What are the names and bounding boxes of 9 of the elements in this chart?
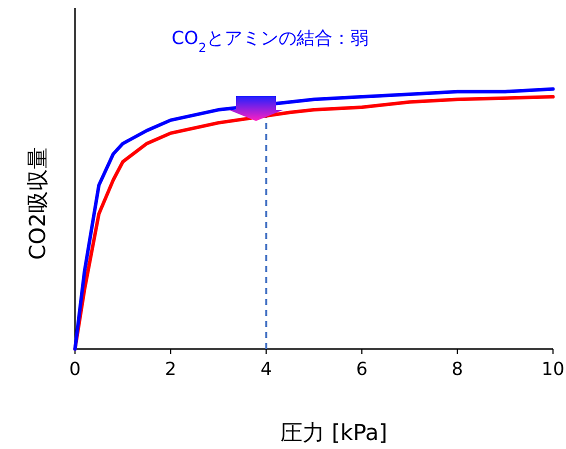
y-axis-title: CO2吸収量: [26, 147, 51, 260]
x-tick-label: 4: [260, 359, 272, 380]
x-tick-label: 8: [452, 359, 464, 380]
x-axis-title: 圧力 [kPa]: [280, 421, 388, 446]
x-tick-label: 6: [356, 359, 368, 380]
x-tick-label: 2: [164, 359, 176, 380]
x-tick-label: 10: [542, 359, 564, 380]
chart-title: CO$_{2}$とアミンの結合：弱: [172, 28, 368, 54]
x-tick-label: 0: [69, 359, 81, 380]
